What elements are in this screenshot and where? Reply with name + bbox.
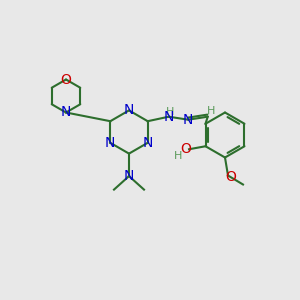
Text: N: N	[124, 103, 134, 117]
Text: N: N	[142, 136, 153, 150]
Text: N: N	[183, 113, 194, 127]
Text: N: N	[124, 169, 134, 183]
Text: N: N	[164, 110, 174, 124]
Text: O: O	[225, 170, 236, 184]
Text: H: H	[174, 151, 183, 161]
Text: H: H	[207, 106, 215, 116]
Text: N: N	[61, 106, 71, 119]
Text: O: O	[61, 73, 71, 86]
Text: N: N	[105, 136, 116, 150]
Text: H: H	[166, 107, 174, 117]
Text: O: O	[180, 142, 191, 156]
